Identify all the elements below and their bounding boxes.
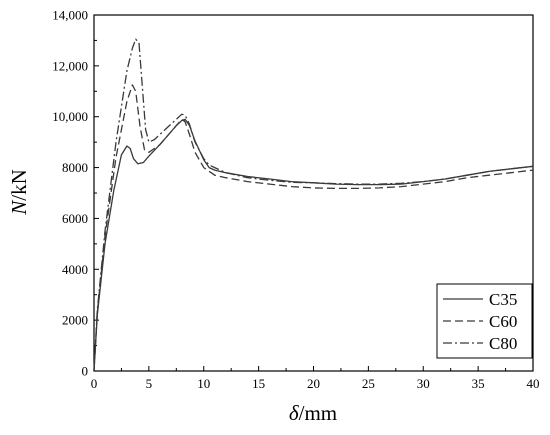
- y-tick-label: 8000: [62, 160, 88, 175]
- legend-label: C80: [489, 334, 517, 353]
- x-tick-label: 5: [146, 376, 153, 391]
- y-tick-label: 2000: [62, 313, 88, 328]
- axes: 0 5 10 15 20 25 30 35 40 0 2000 4000 6000 8000 10,000 1…: [52, 8, 539, 392]
- plot-series: [93, 38, 534, 372]
- y-tick-label: 10,000: [52, 109, 88, 124]
- x-tick-label: 40: [527, 376, 540, 391]
- series-line-c80: [93, 38, 534, 372]
- x-tick-label: 15: [252, 376, 265, 391]
- x-axis-title: δ/mm: [289, 401, 337, 425]
- legend-label: C60: [489, 312, 517, 331]
- series-line-c60: [93, 84, 534, 372]
- y-tick-label: 4000: [62, 262, 88, 277]
- x-tick-label: 20: [307, 376, 320, 391]
- legend-label: C35: [489, 290, 517, 309]
- y-axis-title: N/kN: [7, 169, 31, 216]
- y-tick-label: 0: [82, 364, 89, 379]
- x-tick-label: 10: [197, 376, 210, 391]
- legend-box: [436, 283, 533, 359]
- y-tick-label: 12,000: [52, 58, 88, 73]
- x-tick-label: 0: [91, 376, 98, 391]
- y-tick-label: 14,000: [52, 8, 88, 23]
- x-tick-label: 25: [362, 376, 375, 391]
- x-tick-label: 35: [472, 376, 485, 391]
- x-tick-label: 30: [417, 376, 430, 391]
- y-tick-label: 6000: [62, 211, 88, 226]
- legend: C35 C60 C80: [436, 283, 533, 359]
- series-line-c35: [93, 118, 534, 372]
